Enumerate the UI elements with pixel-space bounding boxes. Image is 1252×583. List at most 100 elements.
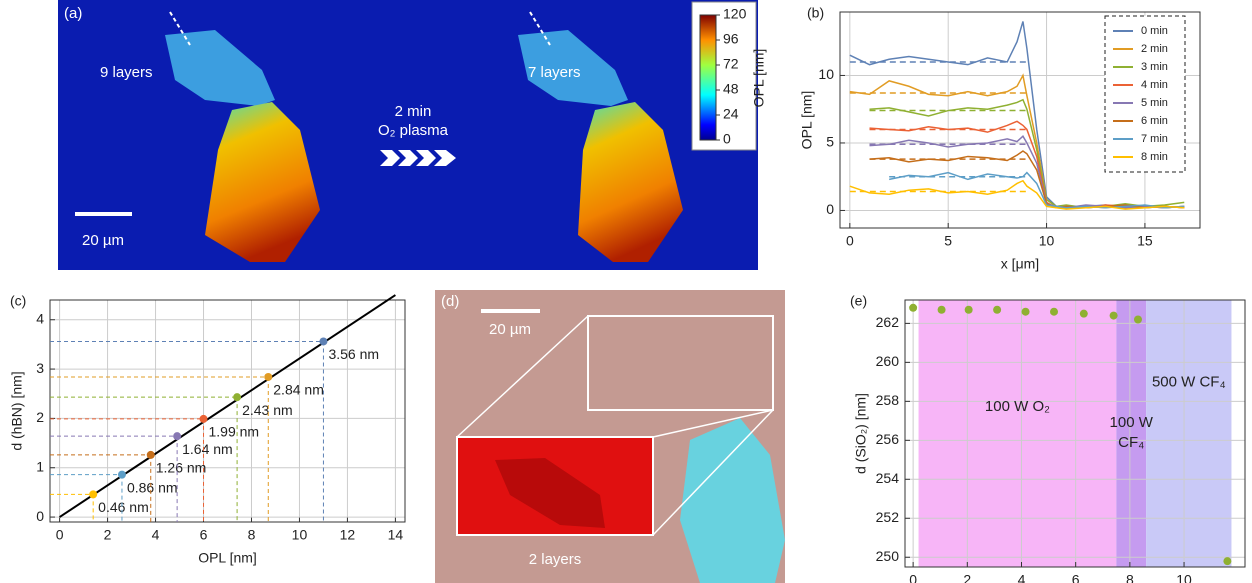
figure: (a) 9 layers 7 layers 2 min O₂ plasma 20… (0, 0, 1252, 583)
page: (a) 9 layers 7 layers 2 min O₂ plasma 20… (0, 0, 1252, 583)
colorbar-tick-label: 0 (723, 131, 731, 147)
panel-label: (e) (850, 293, 867, 309)
x-tick-label: 6 (200, 527, 208, 543)
x-tick-label: 4 (1018, 572, 1026, 583)
point (264, 373, 272, 381)
point (1080, 310, 1088, 318)
point (1134, 315, 1142, 323)
colorbar-tick-label: 48 (723, 81, 739, 97)
region-label: 500 W CF₄ (1152, 374, 1226, 391)
panel-label: (b) (807, 5, 824, 21)
point (233, 393, 241, 401)
value-label: 0.86 nm (127, 479, 178, 495)
point (1223, 557, 1231, 565)
point (993, 306, 1001, 314)
region-label: 100 W (1110, 414, 1154, 431)
value-label: 1.99 nm (209, 424, 260, 440)
y-tick-label: 250 (876, 548, 900, 564)
value-label: 0.46 nm (98, 499, 149, 515)
panel-label: (c) (10, 293, 26, 309)
x-tick-label: 10 (292, 527, 308, 543)
colorbar-label: OPL [nm] (751, 49, 767, 108)
y-tick-label: 254 (876, 470, 900, 486)
legend-label: 7 min (1141, 133, 1168, 145)
x-tick-label: 15 (1137, 233, 1153, 249)
colorbar-tick-label: 120 (723, 6, 747, 22)
y-tick-label: 10 (818, 66, 834, 82)
step-label: 2 min (395, 103, 432, 120)
legend-label: 2 min (1141, 43, 1168, 55)
y-tick-label: 5 (826, 134, 834, 150)
y-tick-label: 258 (876, 392, 900, 408)
point (1050, 308, 1058, 316)
y-axis-label: d (hBN) [nm] (9, 371, 25, 450)
point (965, 306, 973, 314)
point (118, 471, 126, 479)
y-axis-label: OPL [nm] (799, 91, 815, 150)
point (319, 337, 327, 345)
y-tick-label: 2 (36, 409, 44, 425)
panel-label: (d) (441, 293, 459, 310)
x-tick-label: 10 (1176, 572, 1192, 583)
value-label: 3.56 nm (328, 346, 379, 362)
x-tick-label: 5 (944, 233, 952, 249)
y-tick-label: 0 (826, 201, 834, 217)
x-tick-label: 4 (152, 527, 160, 543)
y-tick-label: 252 (876, 509, 900, 525)
region-label: 100 W O₂ (985, 398, 1050, 415)
x-axis-label: x [μm] (1001, 256, 1039, 272)
region (1146, 300, 1231, 567)
legend-label: 6 min (1141, 115, 1168, 127)
colorbar-tick-label: 96 (723, 31, 739, 47)
y-tick-label: 260 (876, 353, 900, 369)
layer-label: 9 layers (100, 64, 153, 81)
point (173, 432, 181, 440)
x-tick-label: 0 (846, 233, 854, 249)
y-tick-label: 262 (876, 314, 900, 330)
x-tick-label: 6 (1072, 572, 1080, 583)
x-tick-label: 10 (1039, 233, 1055, 249)
legend-label: 0 min (1141, 25, 1168, 37)
inset-label: 2 layers (529, 551, 582, 568)
y-tick-label: 1 (36, 458, 44, 474)
legend-label: 3 min (1141, 61, 1168, 73)
legend-label: 8 min (1141, 151, 1168, 163)
value-label: 2.84 nm (273, 382, 324, 398)
x-tick-label: 2 (963, 572, 971, 583)
region (919, 300, 1117, 567)
colorbar-tick-label: 72 (723, 56, 739, 72)
point (89, 490, 97, 498)
scale-label: 20 µm (489, 321, 531, 338)
y-tick-label: 0 (36, 508, 44, 524)
x-tick-label: 8 (1126, 572, 1134, 583)
layer-label: 7 layers (528, 64, 581, 81)
y-axis-label: d (SiO₂) [nm] (853, 393, 869, 474)
point (200, 415, 208, 423)
legend-label: 5 min (1141, 97, 1168, 109)
legend-label: 4 min (1141, 79, 1168, 91)
x-tick-label: 14 (388, 527, 404, 543)
point (1110, 312, 1118, 320)
x-tick-label: 0 (56, 527, 64, 543)
y-tick-label: 3 (36, 360, 44, 376)
x-tick-label: 12 (340, 527, 356, 543)
x-tick-label: 8 (248, 527, 256, 543)
point (938, 306, 946, 314)
region-label: CF₄ (1118, 434, 1144, 451)
point (147, 451, 155, 459)
panel-a: (a) 9 layers 7 layers 2 min O₂ plasma 20… (58, 0, 767, 270)
legend-box (1105, 16, 1185, 172)
x-axis-label: OPL [nm] (198, 550, 257, 566)
colorbar-tick-label: 24 (723, 106, 739, 122)
value-label: 1.64 nm (182, 441, 233, 457)
y-tick-label: 4 (36, 310, 44, 326)
value-label: 2.43 nm (242, 402, 293, 418)
panel-label: (a) (64, 5, 82, 22)
x-tick-label: 2 (104, 527, 112, 543)
colorbar (700, 15, 716, 140)
point (1022, 308, 1030, 316)
fit-line (60, 295, 396, 517)
point (909, 304, 917, 312)
value-label: 1.26 nm (156, 460, 207, 476)
y-tick-label: 256 (876, 431, 900, 447)
